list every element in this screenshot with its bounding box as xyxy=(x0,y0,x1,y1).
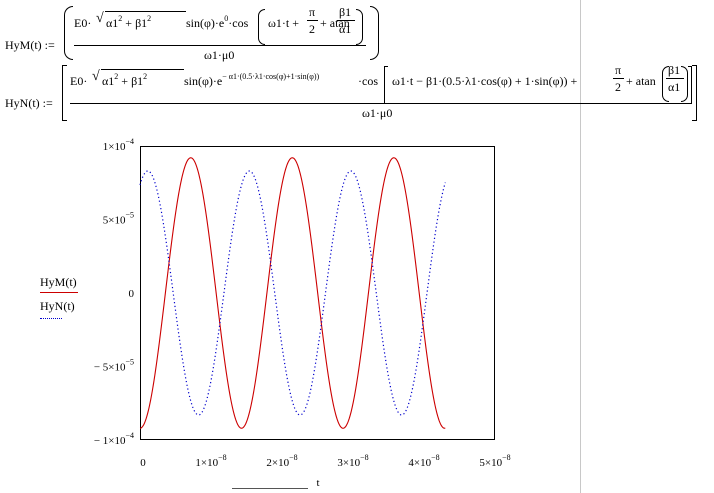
legend-hym-label: HyM(t) xyxy=(40,275,77,289)
y-tick-label: 1×10−4 xyxy=(103,137,134,153)
sqrt-sign: √ xyxy=(96,11,104,26)
y-tick-label: 5×10−5 xyxy=(103,211,134,227)
y-tick-label: − 1×10−4 xyxy=(94,431,134,447)
x-tick-label: 1×10−8 xyxy=(195,453,226,469)
y-tick-label: − 5×10−5 xyxy=(94,358,134,374)
legend-hyn-label: HyN(t) xyxy=(40,299,75,313)
x-tick-label: 0 xyxy=(140,457,146,469)
sqrt-bar xyxy=(105,11,186,12)
x-tick-label: 4×10−8 xyxy=(408,453,439,469)
x-tick-label: 5×10−8 xyxy=(479,453,510,469)
y-tick-label: 0 xyxy=(129,288,135,300)
series-line-1 xyxy=(139,157,446,429)
hym-lhs: HyM(t) := xyxy=(5,38,55,52)
x-tick-label: 3×10−8 xyxy=(337,453,368,469)
x-axis-label: t xyxy=(316,477,319,489)
hyn-lhs: HyN(t) := xyxy=(5,96,53,110)
x-tick-label: 2×10−8 xyxy=(266,453,297,469)
hyn-fraction-bar xyxy=(70,103,690,104)
legend-hyn-line xyxy=(40,318,62,319)
page-separator xyxy=(580,0,581,493)
bottom-tab-line xyxy=(232,488,308,489)
series-line-2 xyxy=(139,170,446,416)
hym-denominator: ω1·μ0 xyxy=(204,48,235,62)
hym-fraction-bar xyxy=(74,45,366,46)
legend-hym-line xyxy=(40,292,78,293)
hym-num-prefix: E0· xyxy=(74,16,92,30)
hyn-denominator: ω1·μ0 xyxy=(362,106,393,120)
hyn-open-bracket xyxy=(62,65,67,121)
hyn-close-bracket xyxy=(692,65,697,121)
plot-frame[interactable] xyxy=(140,146,495,440)
